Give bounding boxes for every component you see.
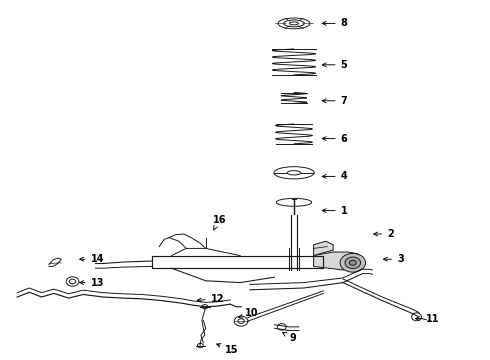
Text: 5: 5 (322, 60, 347, 70)
Text: 9: 9 (283, 332, 296, 343)
Ellipse shape (340, 253, 366, 272)
Text: 15: 15 (217, 344, 239, 355)
Text: 2: 2 (374, 229, 394, 239)
Polygon shape (314, 252, 360, 270)
Text: 6: 6 (322, 134, 347, 144)
Text: 13: 13 (80, 278, 104, 288)
Text: 8: 8 (322, 18, 347, 28)
Text: 12: 12 (197, 294, 224, 304)
Text: 7: 7 (322, 96, 347, 106)
Text: 4: 4 (322, 171, 347, 181)
Text: 11: 11 (416, 314, 440, 324)
Text: 14: 14 (80, 254, 104, 264)
Text: 3: 3 (384, 254, 404, 264)
Ellipse shape (345, 257, 361, 269)
Ellipse shape (349, 260, 356, 265)
Text: 1: 1 (322, 206, 347, 216)
Text: 10: 10 (239, 308, 259, 318)
Text: 16: 16 (213, 215, 227, 230)
Polygon shape (314, 241, 333, 256)
